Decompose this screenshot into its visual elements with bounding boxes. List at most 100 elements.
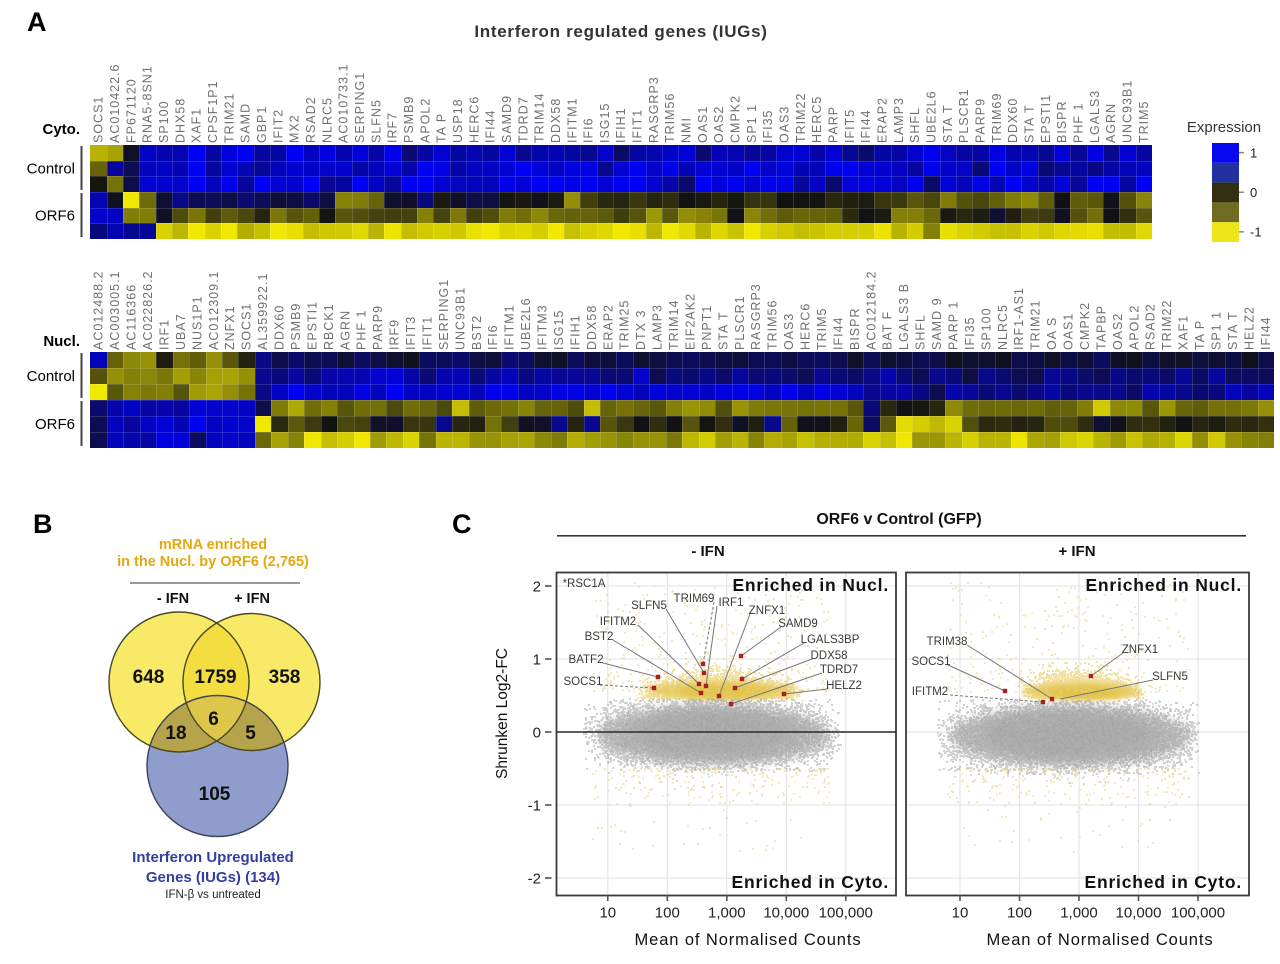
svg-text:SP1 1: SP1 1	[745, 104, 759, 143]
svg-text:UBA7: UBA7	[174, 313, 188, 350]
svg-text:OAS1: OAS1	[1062, 313, 1076, 350]
svg-text:ISG15: ISG15	[552, 310, 566, 350]
svg-text:OAS1: OAS1	[696, 106, 710, 143]
svg-text:UBE2L6: UBE2L6	[925, 90, 939, 143]
svg-text:in the Nucl. by ORF6 (2,765): in the Nucl. by ORF6 (2,765)	[117, 554, 309, 570]
svg-text:AC010733.1: AC010733.1	[337, 63, 351, 143]
svg-text:RSAD2: RSAD2	[1144, 303, 1158, 350]
svg-text:LGALS3 B: LGALS3 B	[897, 283, 911, 350]
svg-text:TRIM22: TRIM22	[1160, 300, 1174, 350]
svg-text:XAF1: XAF1	[190, 108, 204, 143]
svg-text:PARP: PARP	[827, 106, 841, 143]
svg-text:- IFN: - IFN	[691, 543, 724, 560]
svg-text:B: B	[33, 509, 53, 539]
svg-text:+ IFN: + IFN	[1058, 543, 1095, 560]
svg-text:PHF 1: PHF 1	[1072, 103, 1086, 143]
svg-text:IRF1: IRF1	[719, 597, 744, 609]
svg-text:TRIM22: TRIM22	[794, 93, 808, 143]
svg-text:358: 358	[269, 667, 301, 688]
svg-text:DDX58: DDX58	[810, 650, 847, 662]
svg-text:SAMD9: SAMD9	[500, 95, 514, 143]
svg-text:10,000: 10,000	[1116, 905, 1162, 922]
svg-text:CMPK2: CMPK2	[729, 95, 743, 143]
svg-text:LGALS3: LGALS3	[1088, 90, 1102, 143]
svg-text:PARP 1: PARP 1	[947, 301, 961, 350]
svg-text:Enriched in Nucl.: Enriched in Nucl.	[1085, 575, 1242, 595]
svg-text:AC012488.2: AC012488.2	[92, 270, 106, 350]
svg-text:10: 10	[952, 905, 969, 922]
svg-text:SLFN5: SLFN5	[631, 600, 667, 612]
svg-text:ORF6 v Control (GFP): ORF6 v Control (GFP)	[816, 511, 981, 528]
svg-text:OAS2: OAS2	[1111, 313, 1125, 350]
svg-text:IFI44: IFI44	[859, 110, 873, 144]
svg-text:- IFN: - IFN	[157, 591, 189, 607]
svg-text:IFI44: IFI44	[831, 317, 845, 351]
svg-text:TRIM5: TRIM5	[815, 308, 829, 351]
svg-text:STA T: STA T	[716, 311, 730, 350]
svg-text:USP18: USP18	[451, 98, 465, 143]
svg-text:DTX 3: DTX 3	[634, 310, 648, 350]
svg-text:ORF6: ORF6	[35, 208, 75, 225]
svg-text:2: 2	[533, 579, 541, 596]
svg-text:LAMP3: LAMP3	[892, 97, 906, 143]
svg-text:TA P: TA P	[1193, 320, 1207, 350]
svg-text:HERC6: HERC6	[467, 96, 481, 143]
svg-text:100,000: 100,000	[819, 905, 873, 922]
svg-text:IFI44: IFI44	[484, 110, 498, 144]
svg-text:IFITM1: IFITM1	[565, 97, 579, 143]
svg-text:STA T: STA T	[1226, 311, 1240, 350]
svg-text:ERAP2: ERAP2	[876, 97, 890, 143]
svg-text:Interferon regulated genes (IU: Interferon regulated genes (IUGs)	[474, 22, 767, 41]
svg-text:FP671120: FP671120	[124, 78, 138, 143]
svg-text:IFN-β vs untreated: IFN-β vs untreated	[165, 889, 260, 901]
svg-text:IFI6: IFI6	[582, 117, 596, 143]
svg-text:SHFL: SHFL	[914, 314, 928, 350]
svg-text:ZNFX1: ZNFX1	[749, 605, 785, 617]
svg-text:AGRN: AGRN	[338, 310, 352, 350]
svg-text:+ IFN: + IFN	[234, 591, 270, 607]
svg-text:CMPK2: CMPK2	[1078, 302, 1092, 350]
svg-text:SP1 1: SP1 1	[1210, 311, 1224, 350]
svg-text:10: 10	[599, 905, 616, 922]
svg-text:IFI35: IFI35	[761, 110, 775, 144]
svg-text:6: 6	[208, 709, 219, 730]
svg-text:UNC93B1: UNC93B1	[453, 287, 467, 350]
svg-text:AL359922.1: AL359922.1	[256, 273, 270, 350]
svg-text:IRF1-AS1: IRF1-AS1	[1012, 287, 1026, 350]
svg-text:IFIT1: IFIT1	[421, 316, 435, 350]
svg-text:DDX60: DDX60	[273, 305, 287, 350]
svg-text:TRIM14: TRIM14	[667, 300, 681, 350]
svg-text:TRIM69: TRIM69	[674, 593, 715, 605]
svg-text:SLFN5: SLFN5	[1152, 671, 1188, 683]
svg-text:IRF1: IRF1	[158, 319, 172, 350]
svg-text:STA T: STA T	[1023, 104, 1037, 143]
svg-text:UNC93B1: UNC93B1	[1121, 80, 1135, 143]
svg-text:AC003005.1: AC003005.1	[108, 270, 122, 350]
svg-text:IFITM2: IFITM2	[600, 616, 636, 628]
svg-text:IFIH1: IFIH1	[614, 107, 628, 143]
svg-text:PLSCR1: PLSCR1	[733, 295, 747, 350]
svg-text:1: 1	[1250, 145, 1257, 160]
svg-text:105: 105	[199, 784, 231, 805]
svg-text:APOL2: APOL2	[418, 98, 432, 143]
svg-text:IFI6: IFI6	[486, 324, 500, 350]
svg-text:Control: Control	[27, 368, 75, 385]
svg-text:PLSCR1: PLSCR1	[957, 88, 971, 143]
svg-text:BISPR: BISPR	[848, 307, 862, 350]
svg-text:NLRC5: NLRC5	[996, 304, 1010, 350]
svg-text:18: 18	[165, 723, 186, 744]
svg-text:SOCS1: SOCS1	[912, 656, 951, 668]
svg-text:TDRD7: TDRD7	[820, 664, 858, 676]
svg-text:-1: -1	[528, 798, 541, 815]
svg-text:HELZ2: HELZ2	[1242, 306, 1256, 350]
svg-text:LAMP3: LAMP3	[651, 304, 665, 350]
svg-text:OAS3: OAS3	[782, 313, 796, 350]
svg-text:PSMB9: PSMB9	[402, 96, 416, 143]
svg-text:10,000: 10,000	[763, 905, 809, 922]
svg-text:SOCS1: SOCS1	[240, 303, 254, 350]
svg-text:0: 0	[533, 725, 541, 742]
svg-text:ZNFX1: ZNFX1	[223, 305, 237, 350]
svg-text:AC116366: AC116366	[125, 284, 139, 350]
svg-text:Mean of Normalised Counts: Mean of Normalised Counts	[986, 931, 1213, 949]
svg-text:SP100: SP100	[157, 100, 171, 143]
